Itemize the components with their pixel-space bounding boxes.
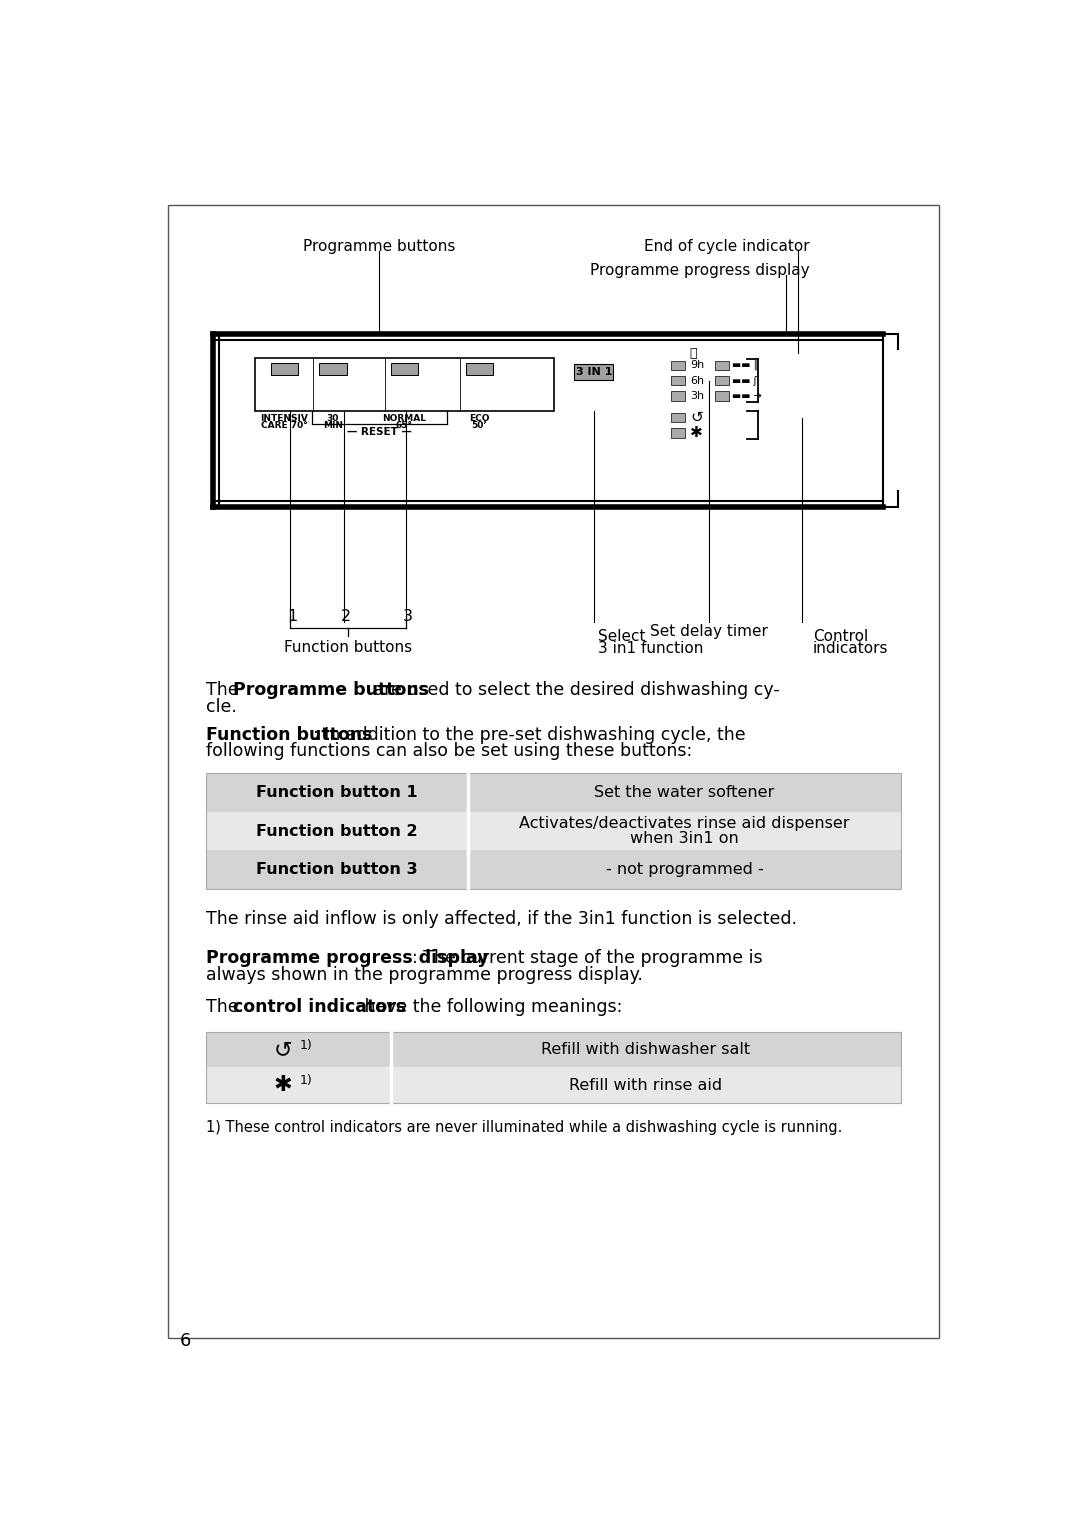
Text: Activates/deactivates rinse aid dispenser: Activates/deactivates rinse aid dispense… [519, 816, 850, 830]
Text: End of cycle indicator: End of cycle indicator [644, 239, 809, 254]
Text: Select: Select [597, 628, 645, 644]
Text: 3 IN 1: 3 IN 1 [576, 367, 612, 378]
Text: The: The [206, 680, 244, 699]
Bar [206, 774, 469, 812]
Bar [465, 362, 494, 375]
Text: have the following meanings:: have the following meanings: [359, 998, 622, 1017]
Text: are used to select the desired dishwashing cy-: are used to select the desired dishwashi… [368, 680, 780, 699]
Text: control indicators: control indicators [232, 998, 406, 1017]
Bar [391, 1032, 901, 1067]
Text: 6h: 6h [690, 376, 704, 385]
Text: 30: 30 [327, 414, 339, 422]
Bar [469, 812, 901, 850]
Bar [672, 391, 685, 401]
Text: 2: 2 [341, 609, 351, 624]
Text: ▬▬ →: ▬▬ → [732, 391, 761, 401]
Text: indicators: indicators [813, 641, 889, 656]
Text: The: The [206, 998, 244, 1017]
Bar [672, 428, 685, 437]
Text: 50’: 50’ [472, 422, 487, 430]
Text: Function buttons: Function buttons [284, 641, 413, 654]
Bar [469, 850, 901, 888]
Text: Function button 2: Function button 2 [256, 824, 418, 838]
Bar [271, 362, 298, 375]
Bar [715, 376, 729, 385]
Text: ▬▬ ʃ: ▬▬ ʃ [732, 376, 757, 385]
Text: when 3in1 on: when 3in1 on [630, 832, 739, 846]
Text: 3h: 3h [690, 391, 704, 401]
Text: Set the water softener: Set the water softener [594, 784, 774, 800]
Text: CARE 70°: CARE 70° [260, 422, 308, 430]
Text: MIN: MIN [323, 422, 343, 430]
Text: 3: 3 [403, 609, 414, 624]
Text: 1: 1 [287, 609, 297, 624]
Text: : In addition to the pre-set dishwashing cycle, the: : In addition to the pre-set dishwashing… [313, 726, 746, 743]
Bar [715, 391, 729, 401]
Text: Control: Control [813, 628, 868, 644]
Bar [206, 1032, 391, 1067]
Text: Function button 1: Function button 1 [256, 784, 418, 800]
Text: Function button 3: Function button 3 [256, 862, 418, 878]
Text: - not programmed -: - not programmed - [606, 862, 764, 878]
Text: Refill with rinse aid: Refill with rinse aid [569, 1078, 723, 1093]
Text: 65°: 65° [395, 422, 413, 430]
Text: 9h: 9h [690, 361, 704, 370]
Text: 3 in1 function: 3 in1 function [597, 641, 703, 656]
Text: The rinse aid inflow is only affected, if the 3in1 function is selected.: The rinse aid inflow is only affected, i… [206, 910, 797, 928]
Text: INTENSIV: INTENSIV [260, 414, 308, 422]
Bar [575, 364, 613, 379]
Text: Programme progress display: Programme progress display [206, 950, 489, 966]
Text: : The current stage of the programme is: : The current stage of the programme is [411, 950, 762, 966]
Bar [391, 1067, 901, 1102]
Text: following functions can also be set using these buttons:: following functions can also be set usin… [206, 743, 692, 760]
Text: 1): 1) [300, 1038, 313, 1052]
Bar [255, 358, 554, 411]
Bar [391, 362, 418, 375]
Bar [206, 850, 469, 888]
Text: ↺: ↺ [690, 410, 703, 425]
Text: ✱: ✱ [690, 425, 703, 440]
Text: Function buttons: Function buttons [206, 726, 373, 743]
Text: ↺: ↺ [273, 1040, 293, 1060]
Bar [206, 1067, 391, 1102]
Text: Set delay timer: Set delay timer [649, 624, 768, 639]
Text: Refill with dishwasher salt: Refill with dishwasher salt [541, 1043, 751, 1057]
Text: 1) These control indicators are never illuminated while a dishwashing cycle is r: 1) These control indicators are never il… [206, 1119, 842, 1135]
Text: 1): 1) [300, 1073, 313, 1087]
Text: cle.: cle. [206, 697, 238, 716]
Bar [206, 774, 901, 888]
Text: Programme buttons: Programme buttons [232, 680, 429, 699]
Text: NORMAL: NORMAL [382, 414, 427, 422]
Bar [672, 361, 685, 370]
Text: ECO: ECO [469, 414, 489, 422]
Bar [206, 812, 469, 850]
Text: — RESET —: — RESET — [347, 427, 411, 437]
Text: ✱: ✱ [273, 1075, 293, 1095]
Text: always shown in the programme progress display.: always shown in the programme progress d… [206, 966, 644, 983]
Bar [672, 413, 685, 422]
Bar [320, 362, 347, 375]
Text: ⏻: ⏻ [689, 347, 697, 361]
Bar [469, 774, 901, 812]
Text: Programme buttons: Programme buttons [302, 239, 456, 254]
Bar [672, 376, 685, 385]
Text: 6: 6 [180, 1332, 191, 1350]
Bar [715, 361, 729, 370]
Text: ▬▬ ‖: ▬▬ ‖ [732, 359, 758, 370]
Text: Programme progress display: Programme progress display [590, 263, 809, 278]
Bar [206, 1032, 901, 1102]
